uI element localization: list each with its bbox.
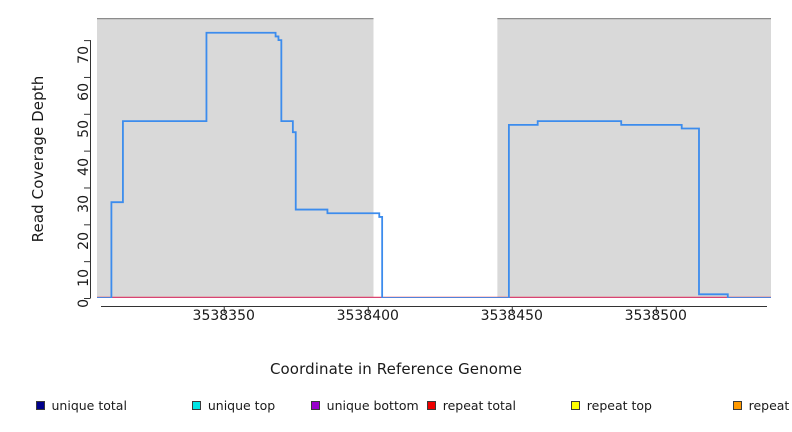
x-tick-label: 3538400: [336, 308, 399, 324]
legend-label: repeat total: [442, 398, 517, 413]
legend-swatch-icon: [191, 401, 201, 410]
repeat-region-left: [97, 18, 374, 298]
coverage-plot-svg: [97, 18, 771, 298]
legend-item[interactable]: repeat bottom: [732, 398, 792, 413]
y-tick-label: 50: [76, 120, 92, 138]
legend-item[interactable]: repeat top: [570, 398, 652, 413]
coverage-step-line: [97, 31, 771, 298]
chart-legend: unique total unique top unique bottom repea…: [0, 398, 792, 420]
y-tick-label: 60: [76, 83, 92, 101]
x-axis-tick-labels: 3538350 3538400 3538450 3538500: [0, 308, 792, 338]
plot-area: [97, 18, 771, 298]
legend-item[interactable]: repeat total: [426, 398, 517, 413]
legend-swatch-icon: [35, 401, 45, 410]
legend-item[interactable]: unique top: [191, 398, 276, 413]
legend-label: repeat bottom: [748, 398, 792, 413]
legend-item[interactable]: unique bottom: [310, 398, 419, 413]
legend-swatch-icon: [732, 401, 742, 410]
legend-label: unique bottom: [326, 398, 419, 413]
legend-swatch-icon: [570, 401, 580, 410]
y-tick-label: 40: [76, 158, 92, 176]
x-tick-label: 3538500: [624, 308, 687, 324]
y-tick-label: 30: [76, 195, 92, 213]
legend-swatch-icon: [310, 401, 320, 410]
y-tick-label: 10: [76, 269, 92, 287]
y-tick-label: 70: [76, 46, 92, 64]
y-tick-label: 20: [76, 232, 92, 250]
legend-label: unique total: [51, 398, 127, 413]
x-tick-label: 3538350: [192, 308, 255, 324]
legend-label: unique top: [207, 398, 276, 413]
x-tick-label: 3538450: [480, 308, 543, 324]
repeat-region-right: [497, 18, 771, 298]
legend-swatch-icon: [426, 401, 436, 410]
legend-item[interactable]: unique total: [35, 398, 127, 413]
x-axis-title: Coordinate in Reference Genome: [269, 360, 523, 378]
legend-label: repeat top: [586, 398, 652, 413]
